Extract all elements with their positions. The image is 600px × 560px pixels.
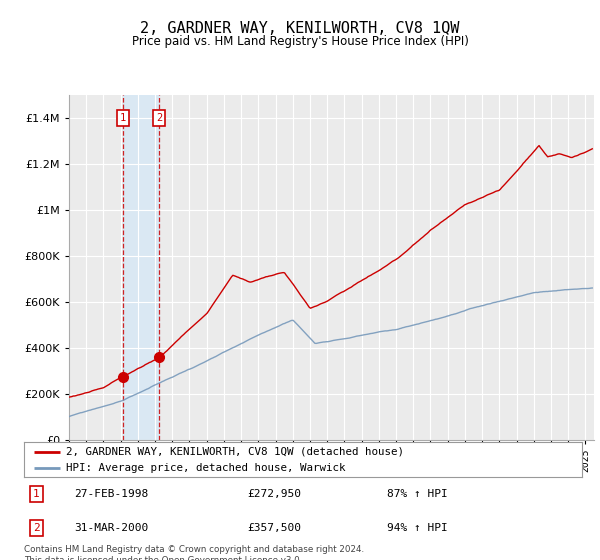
Text: 1: 1 <box>33 489 40 500</box>
Text: £357,500: £357,500 <box>247 522 301 533</box>
Text: Contains HM Land Registry data © Crown copyright and database right 2024.
This d: Contains HM Land Registry data © Crown c… <box>24 545 364 560</box>
Text: HPI: Average price, detached house, Warwick: HPI: Average price, detached house, Warw… <box>66 463 346 473</box>
Text: £272,950: £272,950 <box>247 489 301 500</box>
Bar <box>123 95 160 440</box>
Text: 94% ↑ HPI: 94% ↑ HPI <box>387 522 448 533</box>
Text: 1: 1 <box>120 113 127 123</box>
Text: 31-MAR-2000: 31-MAR-2000 <box>74 522 148 533</box>
Text: 2: 2 <box>156 113 163 123</box>
Text: 87% ↑ HPI: 87% ↑ HPI <box>387 489 448 500</box>
Text: 2: 2 <box>33 522 40 533</box>
Text: 2, GARDNER WAY, KENILWORTH, CV8 1QW: 2, GARDNER WAY, KENILWORTH, CV8 1QW <box>140 21 460 36</box>
Text: 2, GARDNER WAY, KENILWORTH, CV8 1QW (detached house): 2, GARDNER WAY, KENILWORTH, CV8 1QW (det… <box>66 447 404 457</box>
Text: Price paid vs. HM Land Registry's House Price Index (HPI): Price paid vs. HM Land Registry's House … <box>131 35 469 48</box>
Text: 27-FEB-1998: 27-FEB-1998 <box>74 489 148 500</box>
